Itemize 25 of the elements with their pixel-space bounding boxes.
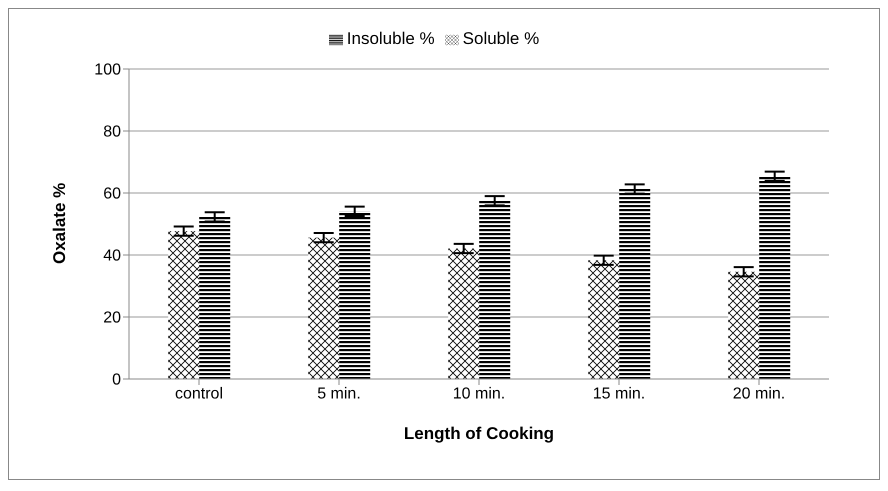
bar [168, 231, 200, 379]
x-tick-label: 5 min. [317, 385, 361, 402]
x-tick-label: 10 min. [452, 385, 506, 402]
bar [728, 272, 760, 379]
x-tick-label: control [174, 385, 224, 402]
y-tick-label: 60 [103, 186, 122, 203]
y-tick-label: 80 [103, 124, 122, 141]
x-tick-label: 20 min. [732, 385, 786, 402]
bar [448, 248, 480, 379]
bar [759, 176, 790, 379]
y-tick-label: 100 [94, 62, 122, 79]
legend-label: Insoluble % [346, 29, 435, 48]
x-tick-label: 15 min. [592, 385, 646, 402]
y-tick-label: 0 [112, 372, 122, 389]
bar [308, 238, 340, 379]
bar [588, 260, 620, 379]
bar [619, 188, 650, 379]
bar [479, 200, 510, 379]
legend-label: Soluble % [462, 29, 540, 48]
y-tick-label: 40 [103, 248, 122, 265]
x-axis-title: Length of Cooking [404, 424, 554, 443]
bar [199, 216, 230, 379]
y-tick-label: 20 [103, 310, 122, 327]
bar [339, 211, 370, 379]
y-axis-title: Oxalate % [50, 182, 70, 264]
